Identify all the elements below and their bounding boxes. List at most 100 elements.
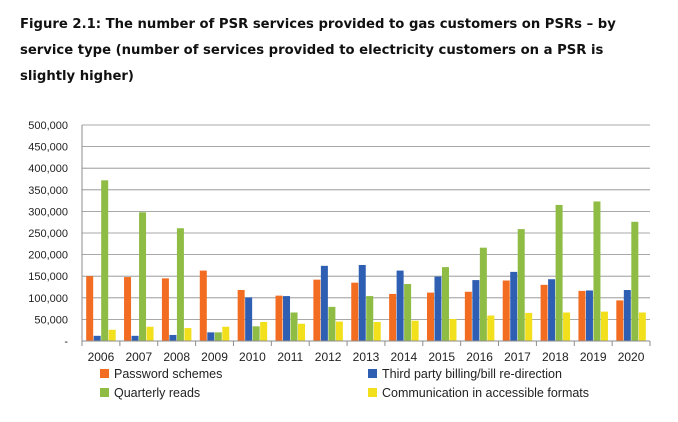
x-tick-label: 2018: [542, 350, 569, 364]
bar-communication-in-accessible-formats-2008: [184, 328, 192, 341]
bar-third-party-billing-bill-re-direction-2006: [93, 335, 101, 341]
legend-label: Communication in accessible formats: [382, 386, 589, 400]
bar-password-schemes-2015: [426, 292, 434, 341]
x-tick-label: 2016: [466, 350, 493, 364]
bar-quarterly-reads-2009: [214, 332, 222, 341]
y-tick-label: 200,000: [28, 250, 68, 262]
x-tick-label: 2011: [277, 350, 303, 364]
bar-communication-in-accessible-formats-2009: [222, 326, 230, 341]
bar-communication-in-accessible-formats-2015: [449, 318, 457, 341]
bar-third-party-billing-bill-re-direction-2016: [472, 280, 480, 341]
legend-swatch: [100, 388, 109, 397]
legend-label: Password schemes: [114, 367, 222, 381]
legend-swatch: [368, 388, 377, 397]
y-tick-label: 300,000: [28, 206, 68, 218]
figure-title: Figure 2.1: The number of PSR services p…: [20, 17, 616, 84]
bar-password-schemes-2018: [540, 284, 548, 341]
y-tick-label: 150,000: [28, 271, 68, 283]
x-tick-label: 2020: [618, 350, 645, 364]
bar-quarterly-reads-2014: [404, 283, 412, 341]
y-tick-label: 500,000: [28, 120, 68, 132]
bar-password-schemes-2010: [237, 290, 245, 341]
bar-communication-in-accessible-formats-2014: [411, 320, 419, 341]
legend: Password schemes Third party billing/bill…: [100, 367, 589, 400]
legend-label: Quarterly reads: [114, 386, 200, 400]
bar-quarterly-reads-2012: [328, 306, 336, 341]
bar-quarterly-reads-2006: [101, 180, 109, 341]
bar-third-party-billing-bill-re-direction-2014: [396, 270, 404, 341]
y-tick-label: -: [64, 336, 68, 348]
bar-communication-in-accessible-formats-2012: [335, 321, 343, 341]
x-tick-label: 2009: [201, 350, 228, 364]
bar-quarterly-reads-2018: [555, 204, 563, 341]
bar-password-schemes-2011: [275, 295, 283, 341]
bars: [86, 180, 646, 341]
legend-swatch: [368, 369, 377, 378]
x-tick-label: 2014: [391, 350, 418, 364]
x-tick-label: 2019: [580, 350, 607, 364]
bar-password-schemes-2006: [86, 276, 94, 341]
x-tick-label: 2006: [88, 350, 115, 364]
x-tick-label: 2015: [428, 350, 455, 364]
bar-third-party-billing-bill-re-direction-2007: [131, 335, 139, 341]
y-tick-label: 400,000: [28, 163, 68, 175]
bar-third-party-billing-bill-re-direction-2015: [434, 276, 442, 341]
bar-password-schemes-2014: [389, 293, 397, 341]
y-tick-label: 250,000: [28, 228, 68, 240]
bar-third-party-billing-bill-re-direction-2012: [320, 265, 328, 341]
bar-quarterly-reads-2013: [366, 296, 374, 341]
legend-label: Third party billing/bill re-direction: [382, 367, 562, 381]
bar-password-schemes-2007: [124, 277, 132, 341]
x-tick-label: 2007: [125, 350, 152, 364]
bar-quarterly-reads-2019: [593, 201, 601, 341]
bar-quarterly-reads-2016: [479, 247, 487, 341]
axes: [81, 125, 651, 346]
legend-swatch: [100, 369, 109, 378]
x-tick-label: 2008: [163, 350, 190, 364]
x-tick-label: 2013: [353, 350, 380, 364]
bar-communication-in-accessible-formats-2017: [525, 312, 533, 341]
y-tick-label: 350,000: [28, 185, 68, 197]
bar-password-schemes-2019: [578, 290, 586, 341]
bar-communication-in-accessible-formats-2007: [146, 326, 154, 341]
bar-communication-in-accessible-formats-2011: [298, 323, 306, 341]
bar-communication-in-accessible-formats-2020: [638, 312, 646, 341]
bar-quarterly-reads-2011: [290, 312, 298, 341]
bar-third-party-billing-bill-re-direction-2013: [358, 264, 366, 341]
bar-password-schemes-2008: [161, 278, 169, 341]
bar-third-party-billing-bill-re-direction-2011: [283, 296, 291, 341]
y-tick-label: 100,000: [28, 293, 68, 305]
bar-third-party-billing-bill-re-direction-2020: [623, 290, 631, 341]
x-tick-label: 2017: [504, 350, 531, 364]
bar-password-schemes-2013: [351, 282, 359, 341]
bar-communication-in-accessible-formats-2016: [487, 315, 495, 341]
x-tick-label: 2012: [315, 350, 342, 364]
bar-communication-in-accessible-formats-2019: [600, 311, 608, 341]
bar-quarterly-reads-2017: [517, 229, 525, 341]
bar-third-party-billing-bill-re-direction-2017: [510, 271, 518, 341]
bar-quarterly-reads-2008: [176, 228, 184, 341]
bar-third-party-billing-bill-re-direction-2008: [169, 334, 177, 341]
gridlines: [82, 124, 650, 320]
bar-communication-in-accessible-formats-2006: [108, 329, 116, 341]
bar-third-party-billing-bill-re-direction-2009: [207, 332, 215, 341]
bar-communication-in-accessible-formats-2018: [563, 312, 571, 341]
bar-quarterly-reads-2020: [631, 221, 639, 341]
bar-communication-in-accessible-formats-2010: [260, 321, 268, 341]
bar-quarterly-reads-2007: [139, 212, 147, 341]
y-tick-labels: - 50,000 100,000 150,000 200,000 250,000 300,0…: [28, 120, 68, 348]
bar-communication-in-accessible-formats-2013: [373, 321, 381, 341]
bar-quarterly-reads-2010: [252, 326, 260, 341]
x-tick-label: 2010: [239, 350, 266, 364]
y-tick-label: 50,000: [34, 314, 68, 326]
bar-third-party-billing-bill-re-direction-2019: [585, 290, 593, 341]
x-tick-labels: 2006 2007 2008 2009 2010 2011 2012 2013 2014 2015…: [88, 350, 645, 364]
bar-third-party-billing-bill-re-direction-2010: [245, 297, 253, 341]
bar-quarterly-reads-2015: [441, 267, 449, 341]
bar-third-party-billing-bill-re-direction-2018: [548, 279, 556, 341]
y-tick-label: 450,000: [28, 142, 68, 154]
bar-password-schemes-2016: [464, 291, 472, 341]
bar-password-schemes-2017: [502, 280, 510, 341]
bar-password-schemes-2009: [199, 270, 207, 341]
